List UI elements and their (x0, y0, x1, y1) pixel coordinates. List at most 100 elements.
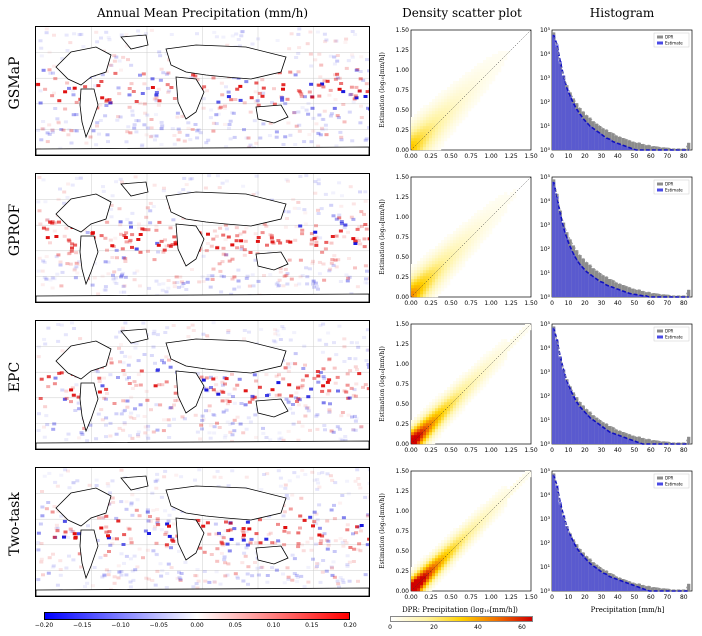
scatter-density-cell (492, 348, 496, 352)
map-cell (52, 91, 56, 95)
map-cell (122, 422, 127, 426)
scatter-density-cell (468, 252, 472, 256)
scatter-density-cell (429, 408, 433, 412)
scatter-x-tick-label: 1.50 (524, 594, 538, 601)
map-cell (154, 224, 159, 228)
map-cell (332, 106, 337, 110)
map-cell (306, 406, 311, 410)
map-cell (268, 273, 273, 277)
scatter-density-cell (417, 126, 421, 130)
scatter-density-cell (444, 543, 448, 547)
map-cell (216, 392, 221, 396)
scatter-density-cell (438, 270, 442, 274)
map-cell (199, 423, 204, 427)
map-cell (302, 344, 307, 348)
map-cell (204, 388, 209, 392)
scatter-density-cell (471, 234, 475, 238)
scatter-density-cell (450, 390, 454, 394)
map-cell (337, 216, 342, 220)
scatter-density-cell (423, 414, 427, 418)
map-cell (76, 532, 81, 536)
scatter-density-cell (504, 207, 508, 211)
map-cell (238, 84, 243, 88)
scatter-density-cell (414, 135, 418, 139)
map-cell (123, 354, 128, 358)
map-cell (338, 437, 343, 441)
scatter-density-cell (462, 228, 466, 232)
histogram-estimate-bar (565, 238, 569, 297)
map-cell (350, 415, 354, 419)
scatter-density-cell (438, 99, 442, 103)
scatter-density-cell (438, 570, 442, 574)
map-coastline (79, 235, 99, 286)
map-cell (198, 437, 203, 441)
scatter-density-cell (411, 135, 415, 139)
map-cell (70, 321, 74, 325)
map-cell (41, 120, 46, 123)
scatter-density-cell (468, 87, 472, 91)
histogram-x-tick-label: 0 (550, 594, 554, 601)
map-cell (95, 124, 99, 128)
scatter-density-cell (420, 576, 424, 580)
scatter-density-cell (444, 393, 448, 397)
map-cell (156, 368, 160, 372)
map-cell (271, 339, 276, 343)
scatter-density-cell (450, 249, 454, 253)
map-cell (344, 541, 349, 545)
map-cell (57, 99, 62, 103)
map-cell (36, 200, 41, 204)
scatter-density-cell (474, 531, 478, 535)
map-cell (281, 572, 285, 576)
map-cell (171, 218, 176, 222)
scatter-density-cell (459, 108, 463, 112)
scatter-density-cell (456, 555, 460, 559)
map-cell (160, 383, 165, 387)
map-cell (142, 102, 147, 106)
map-cell (218, 475, 223, 479)
scatter-density-cell (426, 123, 430, 127)
map-cell (214, 113, 219, 117)
map-cell (101, 189, 106, 193)
scatter-density-cell (504, 345, 508, 349)
map-cell (124, 240, 129, 244)
scatter-x-tick-label: 0.75 (464, 300, 478, 307)
scatter-density-cell (477, 525, 481, 529)
map-cell (132, 123, 137, 127)
map-cell (355, 285, 360, 289)
map-cell (116, 86, 121, 90)
scatter-density-cell (459, 543, 463, 547)
scatter-density-cell (498, 69, 502, 73)
map-cell (298, 275, 303, 279)
map-cell (318, 324, 323, 328)
histogram-estimate-bar (584, 414, 589, 444)
map-cell (79, 32, 84, 36)
scatter-density-cell (435, 267, 439, 271)
scatter-density-cell (492, 66, 496, 70)
map-coastline (165, 485, 287, 521)
map-cell (282, 274, 287, 278)
scatter-density-cell (477, 369, 481, 373)
scatter-density-cell (417, 129, 421, 133)
scatter-density-cell (510, 486, 514, 490)
scatter-density-cell (450, 564, 454, 568)
scatter-density-cell (462, 549, 466, 553)
map-cell (143, 32, 148, 36)
map-cell (40, 283, 45, 287)
map-cell (232, 275, 237, 279)
map-cell (75, 271, 80, 275)
map-cell (100, 96, 105, 100)
scatter-density-cell (450, 258, 454, 262)
scatter-density-cell (447, 105, 451, 109)
scatter-density-cell (462, 105, 466, 109)
scatter-density-cell (453, 537, 457, 541)
map-cell (85, 231, 90, 234)
map-cell (314, 512, 319, 516)
histogram-estimate-bar (584, 271, 589, 297)
map-cell (164, 530, 169, 534)
scatter-density-cell (450, 555, 454, 559)
scatter-density-cell (432, 423, 436, 427)
scatter-density-cell (465, 90, 469, 94)
histogram-dpr-bar (647, 292, 651, 297)
scatter-density-cell (480, 222, 484, 226)
scatter-density-cell (495, 207, 499, 211)
